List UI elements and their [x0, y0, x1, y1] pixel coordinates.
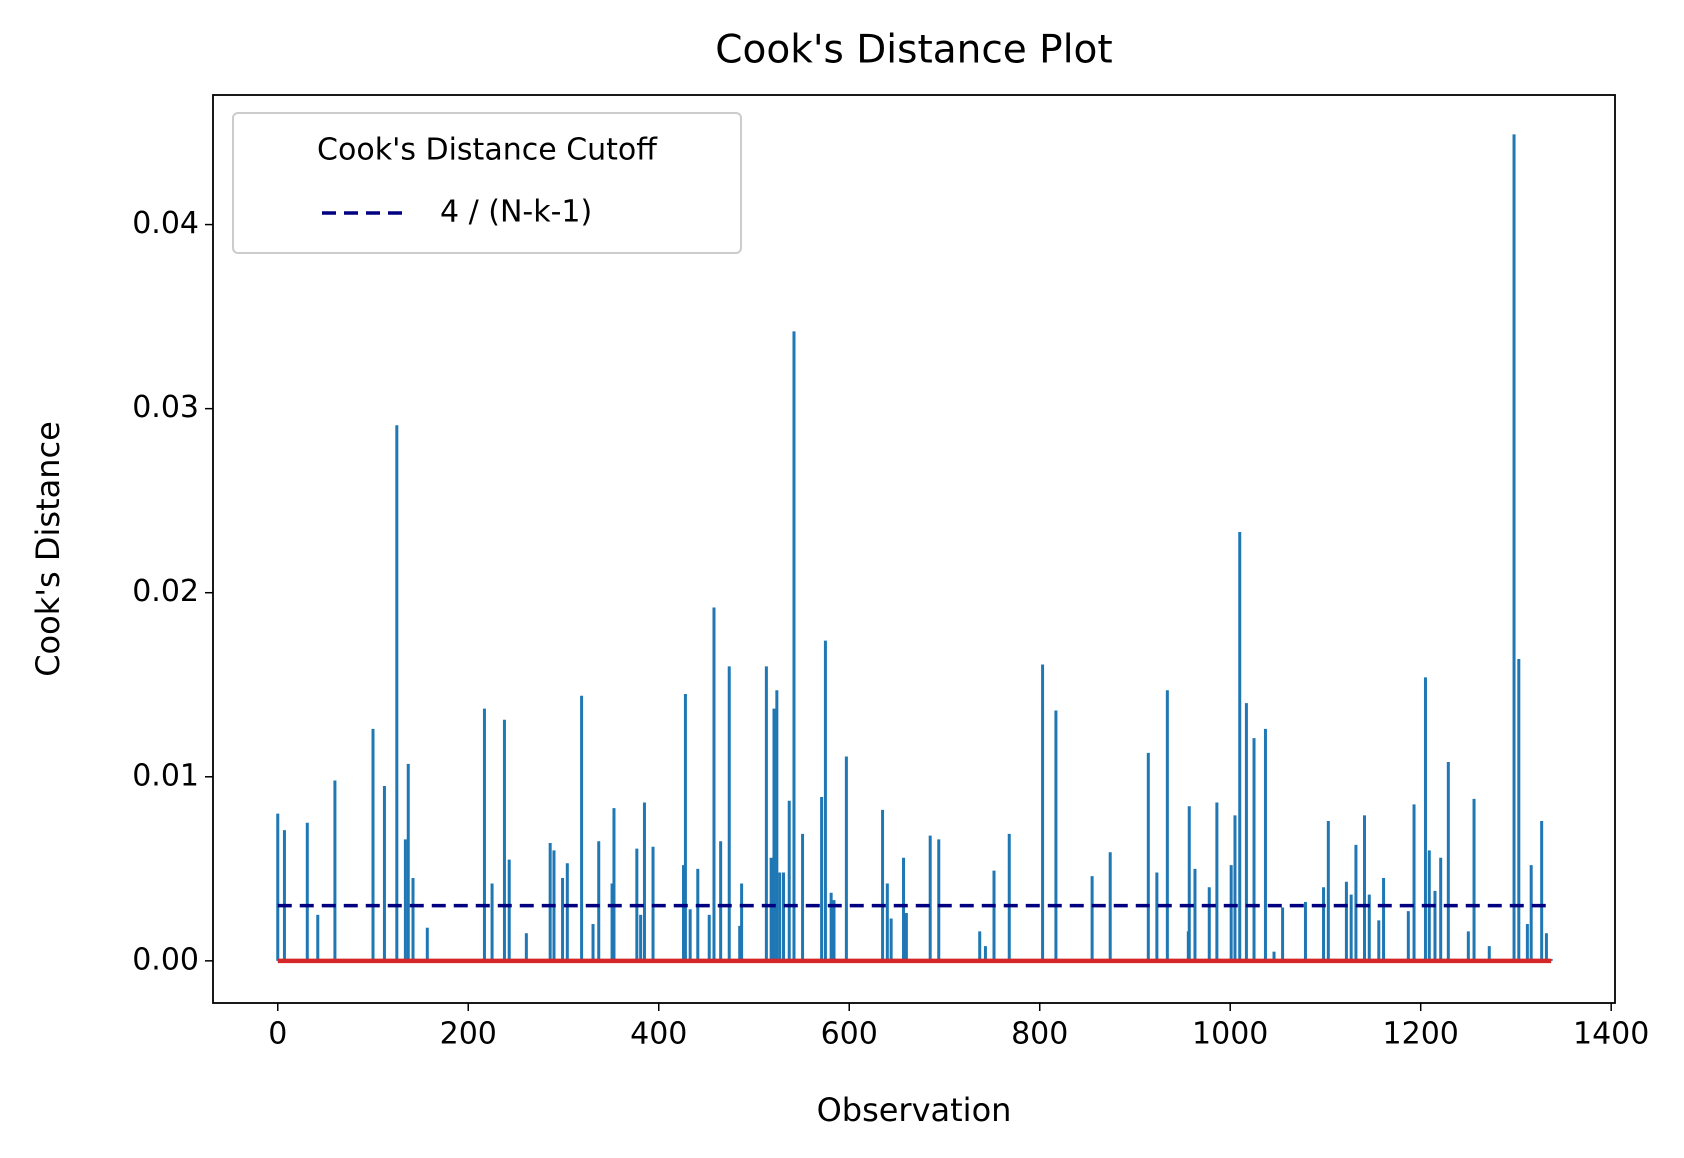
plot-frame [212, 94, 1616, 1004]
x-axis-label: Observation [817, 1091, 1012, 1129]
x-tick-label: 0 [268, 1017, 287, 1052]
y-tick-label: 0.04 [132, 206, 199, 241]
x-tick-label: 1200 [1383, 1017, 1459, 1052]
y-tick-label: 0.00 [132, 942, 199, 977]
y-tick-label: 0.02 [132, 574, 199, 609]
x-tick-label: 600 [821, 1017, 878, 1052]
legend-box [232, 112, 742, 254]
x-tick-label: 200 [440, 1017, 497, 1052]
y-tick-label: 0.03 [132, 390, 199, 425]
y-axis-label: Cook's Distance [29, 421, 67, 677]
x-tick-label: 1400 [1573, 1017, 1649, 1052]
y-tick-label: 0.01 [132, 758, 199, 793]
chart-title: Cook's Distance Plot [715, 28, 1112, 73]
x-tick-label: 1000 [1192, 1017, 1268, 1052]
legend-label: 4 / (N-k-1) [440, 195, 592, 230]
legend-title: Cook's Distance Cutoff [317, 133, 658, 168]
x-tick-label: 400 [630, 1017, 687, 1052]
x-tick-label: 800 [1011, 1017, 1068, 1052]
